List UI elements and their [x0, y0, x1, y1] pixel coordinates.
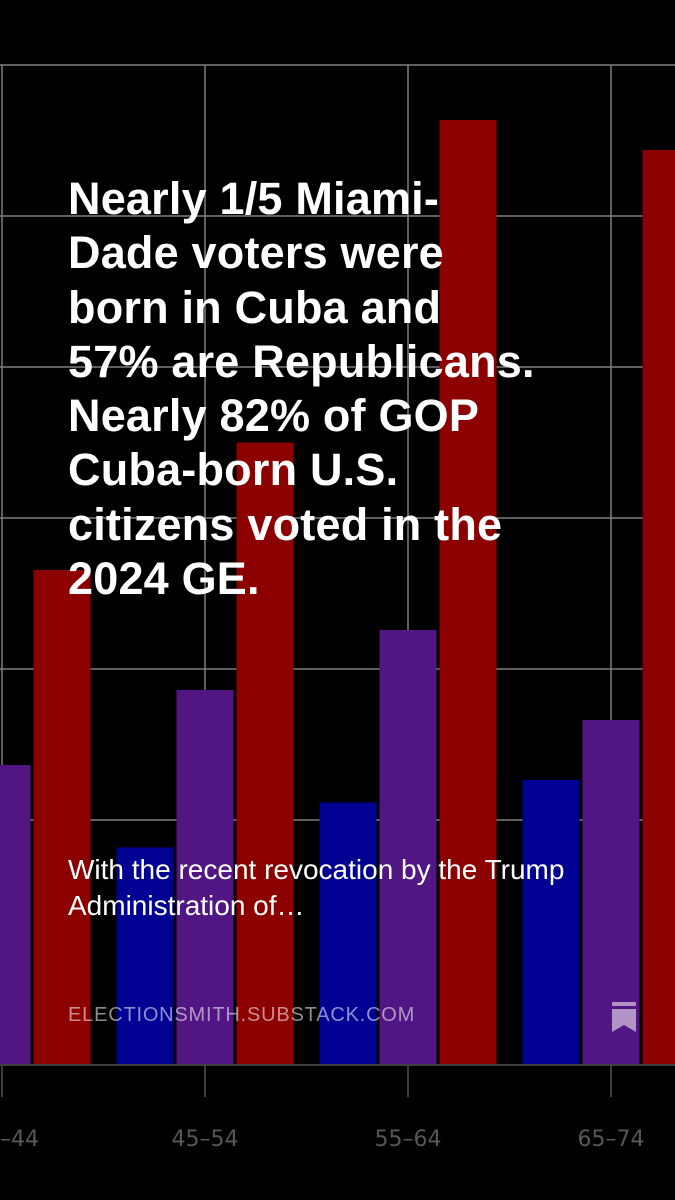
bar-series-blue-2 — [319, 802, 377, 1065]
bar-series-purple-1 — [176, 690, 234, 1065]
bar-series-red-1 — [236, 442, 294, 1065]
x-tick-label: 55–64 — [375, 1127, 442, 1152]
bar-series-red-0 — [33, 570, 91, 1065]
bar-series-purple-3 — [582, 720, 640, 1065]
bar-series-purple-0 — [0, 765, 31, 1065]
source-domain-link[interactable]: ELECTIONSMITH.SUBSTACK.COM — [68, 1004, 416, 1026]
post-subtitle[interactable]: With the recent revocation by the Trump … — [68, 854, 565, 921]
bookmark-icon[interactable] — [608, 1000, 640, 1034]
bar-series-red-2 — [439, 120, 497, 1065]
post-headline[interactable]: Nearly 1/5 Miami-Dade voters were born i… — [68, 173, 535, 605]
x-tick-label: 65–74 — [578, 1127, 645, 1152]
bar-series-blue-1 — [116, 847, 174, 1065]
bar-series-purple-2 — [379, 630, 437, 1065]
bar-series-red-3 — [642, 150, 675, 1065]
x-tick-label: –44 — [0, 1127, 39, 1152]
x-tick-label: 45–54 — [172, 1127, 239, 1152]
bar-series-blue-3 — [522, 780, 580, 1065]
